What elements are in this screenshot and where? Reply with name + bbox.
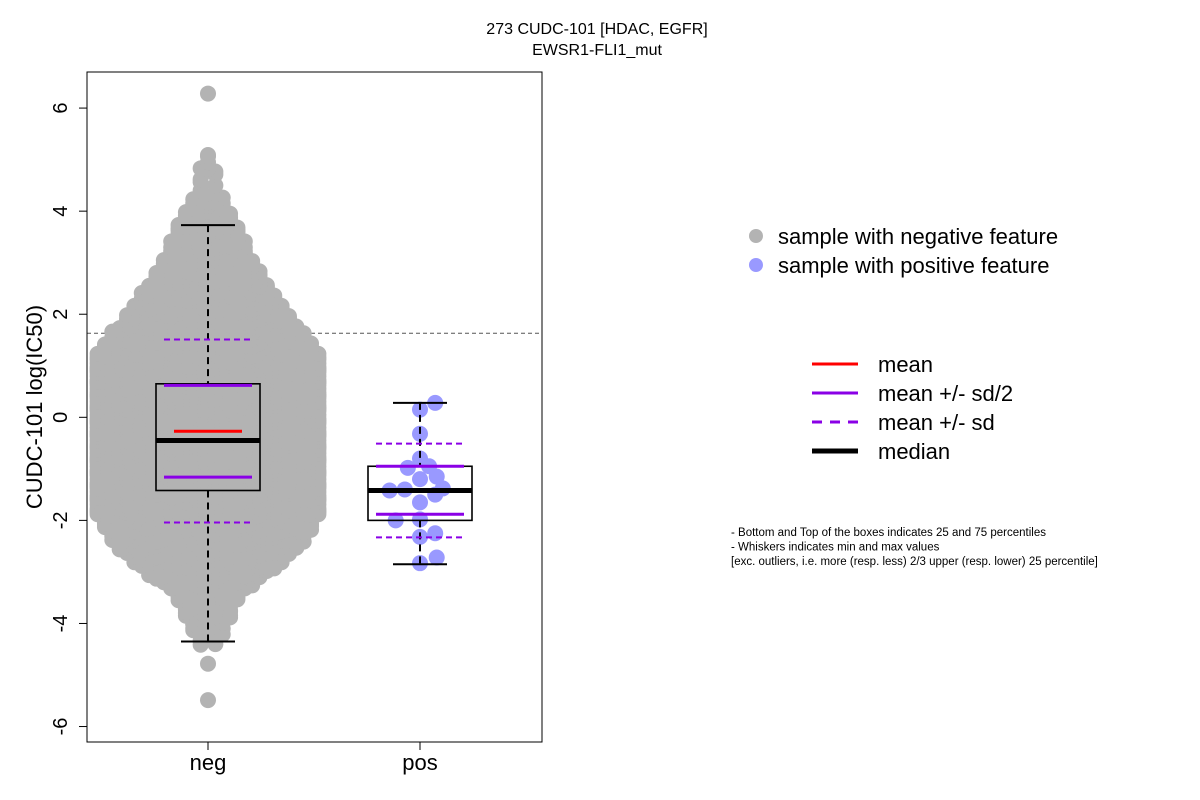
chart-subtitle: EWSR1-FLI1_mut	[532, 42, 662, 59]
legend-line-label: mean	[878, 352, 933, 377]
data-point-neg	[207, 177, 224, 194]
note-line: - Bottom and Top of the boxes indicates …	[731, 527, 1046, 539]
note-line: [exc. outliers, i.e. more (resp. less) 2…	[731, 556, 1098, 568]
y-tick-label: -2	[50, 511, 72, 529]
legend-layer: sample with negative feature sample with …	[749, 224, 1058, 464]
y-tick-label: -6	[50, 718, 72, 736]
chart-title: 273 CUDC-101 [HDAC, EGFR]	[486, 21, 707, 38]
points-layer	[89, 85, 451, 709]
legend-line-label: mean +/- sd/2	[878, 381, 1013, 406]
data-point-neg	[200, 692, 216, 709]
x-tick-label: pos	[402, 750, 437, 775]
legend-line-label: median	[878, 439, 950, 464]
y-tick-label: 6	[50, 103, 72, 114]
data-point-neg	[200, 655, 216, 672]
note-line: - Whiskers indicates min and max values	[731, 542, 940, 554]
axes-layer: -6 -4 -2 0 2 4 6 neg pos	[50, 103, 438, 775]
y-tick-label: 4	[50, 206, 72, 217]
notes-layer: - Bottom and Top of the boxes indicates …	[731, 527, 1098, 568]
data-point-pos	[412, 450, 428, 467]
y-tick-label: 2	[50, 309, 72, 320]
data-point-neg	[200, 85, 216, 102]
legend-marker	[749, 258, 763, 272]
legend-label: sample with positive feature	[778, 253, 1049, 278]
legend-line-label: mean +/- sd	[878, 410, 995, 435]
y-axis-label: CUDC-101 log(IC50)	[22, 305, 47, 509]
data-point-pos	[428, 549, 445, 566]
data-point-pos	[412, 494, 428, 511]
x-tick-label: neg	[190, 750, 227, 775]
y-tick-label: -4	[50, 615, 72, 633]
legend-label: sample with negative feature	[778, 224, 1058, 249]
y-tick-label: 0	[50, 412, 72, 423]
boxes-layer	[155, 224, 473, 643]
data-point-neg	[200, 147, 216, 164]
data-point-pos	[427, 525, 444, 542]
data-point-pos	[399, 459, 416, 476]
legend-marker	[749, 229, 763, 243]
box-neg	[155, 383, 261, 492]
data-point-pos	[412, 471, 428, 488]
